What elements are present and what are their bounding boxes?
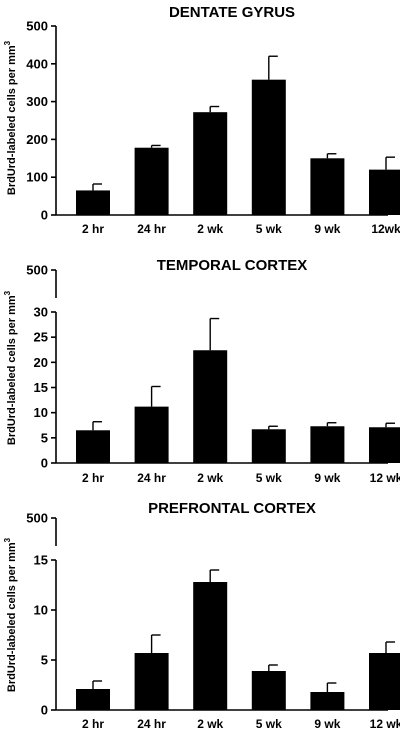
bar-1 xyxy=(76,430,110,463)
chart-panel-3: PREFRONTAL CORTEX BrdUrd-labeled cells pe… xyxy=(3,500,400,731)
y-tick-label: 5 xyxy=(41,653,48,668)
x-category-label: 2 wk xyxy=(197,471,223,485)
bar-6 xyxy=(369,427,400,463)
y-tick-label: 15 xyxy=(34,553,48,568)
bar-1 xyxy=(76,689,110,710)
bar-3 xyxy=(193,112,228,215)
x-category-label: 5 wk xyxy=(256,222,282,236)
y-tick-label: 5 xyxy=(41,430,48,445)
bar-4 xyxy=(251,429,286,463)
x-category-label: 12wk xyxy=(371,222,400,236)
bar-2 xyxy=(134,406,169,463)
chart-title: DENTATE GYRUS xyxy=(169,4,295,21)
y-tick-label: 500 xyxy=(26,19,48,34)
x-category-label: 2 hr xyxy=(82,222,104,236)
x-category-label: 2 wk xyxy=(197,222,223,236)
y-tick-label: 20 xyxy=(34,355,48,370)
x-category-label: 9 wk xyxy=(314,471,340,485)
bar-6 xyxy=(369,653,400,710)
bar-5 xyxy=(310,158,345,215)
bar-4 xyxy=(251,671,286,710)
y-tick-label: 300 xyxy=(26,94,48,109)
y-axis-label-text: BrdUrd-labeled cells per mm xyxy=(6,295,18,445)
bar-5 xyxy=(310,692,345,710)
x-category-label: 12 wk xyxy=(370,471,400,485)
y-axis-label-superscript: 3 xyxy=(3,290,12,295)
x-category-label: 5 wk xyxy=(256,717,282,731)
y-tick-label: 0 xyxy=(41,456,48,471)
y-break-tick-label: 500 xyxy=(26,263,48,278)
x-category-label: 2 wk xyxy=(197,717,223,731)
bar-5 xyxy=(310,426,345,463)
bar-3 xyxy=(193,582,228,710)
y-axis-label-superscript: 3 xyxy=(3,40,12,45)
bar-1 xyxy=(76,190,110,215)
y-tick-label: 100 xyxy=(26,170,48,185)
y-break-tick-label: 500 xyxy=(26,511,48,526)
y-axis-label: BrdUrd-labeled cells per mm3 xyxy=(3,290,18,445)
x-category-label: 24 hr xyxy=(137,471,166,485)
y-tick-label: 400 xyxy=(26,56,48,71)
y-axis-label-superscript: 3 xyxy=(3,537,12,542)
y-tick-label: 0 xyxy=(41,703,48,718)
y-axis-label-text: BrdUrd-labeled cells per mm xyxy=(6,45,18,195)
y-tick-label: 15 xyxy=(34,380,48,395)
bar-3 xyxy=(193,350,228,463)
y-tick-label: 10 xyxy=(34,405,48,420)
bar-6 xyxy=(369,169,400,215)
y-axis-label-text: BrdUrd-labeled cells per mm xyxy=(6,542,18,692)
x-category-label: 9 wk xyxy=(314,717,340,731)
bar-2 xyxy=(134,653,169,710)
x-category-label: 12 wk xyxy=(370,717,400,731)
x-category-label: 24 hr xyxy=(137,717,166,731)
chart-panel-2: TEMPORAL CORTEX BrdUrd-labeled cells per … xyxy=(3,257,400,485)
y-tick-label: 200 xyxy=(26,132,48,147)
x-category-label: 24 hr xyxy=(137,222,166,236)
chart-title: TEMPORAL CORTEX xyxy=(157,257,308,274)
chart-title: PREFRONTAL CORTEX xyxy=(148,500,316,517)
y-axis-label: BrdUrd-labeled cells per mm3 xyxy=(3,537,18,692)
y-tick-label: 0 xyxy=(41,208,48,223)
y-tick-label: 30 xyxy=(34,305,48,320)
chart-panel-1: DENTATE GYRUS BrdUrd-labeled cells per mm… xyxy=(3,4,400,236)
x-category-label: 2 hr xyxy=(82,471,104,485)
x-category-label: 9 wk xyxy=(314,222,340,236)
y-tick-label: 25 xyxy=(34,330,48,345)
bar-4 xyxy=(251,79,286,216)
y-tick-label: 10 xyxy=(34,603,48,618)
x-category-label: 5 wk xyxy=(256,471,282,485)
bar-2 xyxy=(134,147,169,215)
x-category-label: 2 hr xyxy=(82,717,104,731)
y-axis-label: BrdUrd-labeled cells per mm3 xyxy=(3,40,18,195)
